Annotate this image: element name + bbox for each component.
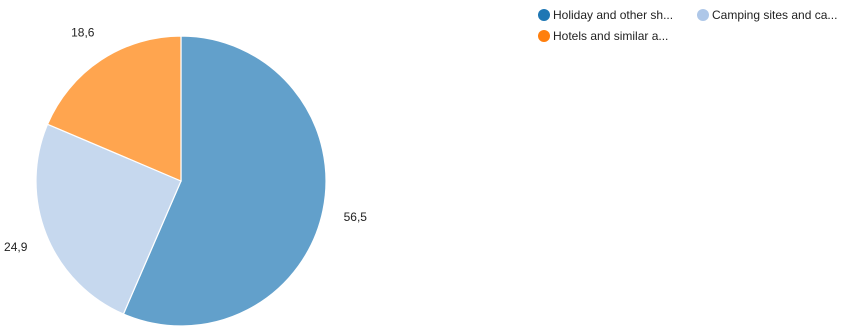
data-label-3: 18,6: [71, 26, 95, 40]
legend-label-1: Holiday and other sh...: [553, 8, 674, 22]
legend-item-3[interactable]: Hotels and similar a...: [538, 28, 668, 44]
legend-label-2: Camping sites and ca...: [712, 8, 838, 22]
pie-data-labels: 56,5 24,9 18,6: [4, 26, 367, 255]
pie-slice-3[interactable]: [46, 35, 182, 182]
legend-item-2[interactable]: Camping sites and ca...: [697, 7, 837, 23]
pie-slice-2[interactable]: [35, 123, 182, 315]
legend-swatch-3: [538, 30, 550, 42]
data-label-2: 24,9: [4, 240, 28, 254]
legend-swatch-2: [697, 9, 709, 21]
pie-slice-1[interactable]: [122, 35, 327, 327]
data-label-1: 56,5: [344, 210, 368, 224]
legend-label-3: Hotels and similar a...: [553, 29, 669, 43]
pie-slices: [35, 35, 327, 327]
legend-item-1[interactable]: Holiday and other sh...: [538, 7, 673, 23]
legend-swatch-1: [538, 9, 550, 21]
